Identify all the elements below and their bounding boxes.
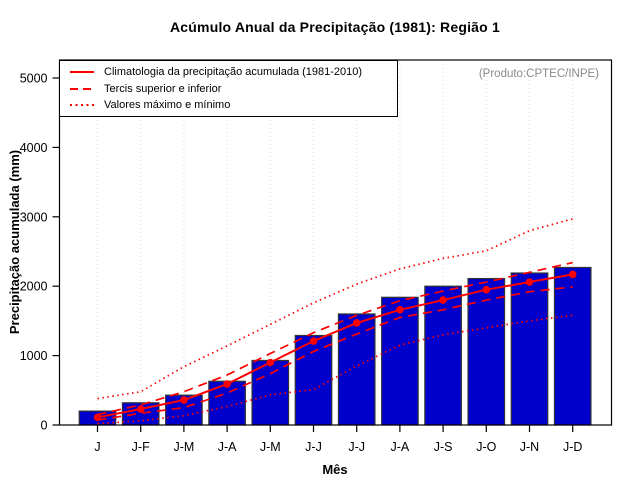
x-tick-label: J-A <box>218 440 237 454</box>
bar-J-M <box>251 359 290 426</box>
climatology-point <box>352 319 361 327</box>
bar-J-J <box>337 313 376 426</box>
climatology-point <box>482 285 491 294</box>
dotted-line-swatch-icon <box>70 103 94 106</box>
climatology-point <box>309 337 318 345</box>
line-dashed <box>97 286 573 421</box>
x-tick-label: J-J <box>305 440 322 454</box>
climatology-point <box>180 396 188 404</box>
legend-box: Climatologia da precipitação acumulada (… <box>59 60 398 117</box>
chart-title: Acúmulo Anual da Precipitação (1981): Re… <box>170 19 500 35</box>
x-tick-label: J-D <box>563 440 582 454</box>
x-tick-label: J-F <box>132 440 150 454</box>
climatology-point <box>93 413 102 422</box>
solid-line-swatch-icon <box>70 71 94 74</box>
bar-J-D <box>553 266 592 426</box>
legend-label: Climatologia da precipitação acumulada (… <box>104 66 363 79</box>
x-tick-label: J-A <box>391 440 410 454</box>
x-tick-label: J-J <box>348 440 365 454</box>
product-annotation: (Produto:CPTEC/INPE) <box>478 68 599 80</box>
climatology-point <box>439 296 447 304</box>
climatology-line <box>97 273 573 419</box>
x-tick-label: J-M <box>260 440 281 454</box>
x-tick-label: J-S <box>434 440 453 454</box>
x-tick-label: J-M <box>173 440 194 454</box>
climatology-point <box>568 270 577 279</box>
legend-item-terciles: Tercis superior e inferior <box>70 82 397 96</box>
x-axis-title: Mês <box>322 462 348 477</box>
climatology-point <box>136 405 145 413</box>
legend-item-climatology: Climatologia da precipitação acumulada (… <box>70 65 397 79</box>
y-tick-label: 0 <box>41 419 48 433</box>
y-tick-label: 1000 <box>20 349 48 363</box>
dashed-line-swatch-icon <box>70 87 94 90</box>
bar-J-J <box>294 334 333 426</box>
legend-label: Valores máximo e mínimo <box>104 98 231 111</box>
climatology-point <box>525 278 534 286</box>
y-tick-label: 2000 <box>20 280 48 294</box>
line-dotted <box>97 218 573 400</box>
y-tick-label: 3000 <box>20 210 48 224</box>
y-tick-label: 5000 <box>20 72 48 86</box>
climatology-point <box>396 305 404 314</box>
legend-label: Tercis superior e inferior <box>104 82 222 95</box>
x-tick-label: J-O <box>476 440 496 454</box>
bar-J-A <box>381 296 419 426</box>
bar-J-N <box>510 272 549 426</box>
climatology-point <box>223 380 231 388</box>
x-tick-label: J-N <box>520 440 539 454</box>
climatology-point <box>266 358 275 367</box>
legend-item-max-min: Valores máximo e mínimo <box>70 98 397 112</box>
line-dashed <box>97 261 573 416</box>
y-tick-label: 4000 <box>20 141 48 155</box>
x-tick-label: J <box>94 440 100 454</box>
